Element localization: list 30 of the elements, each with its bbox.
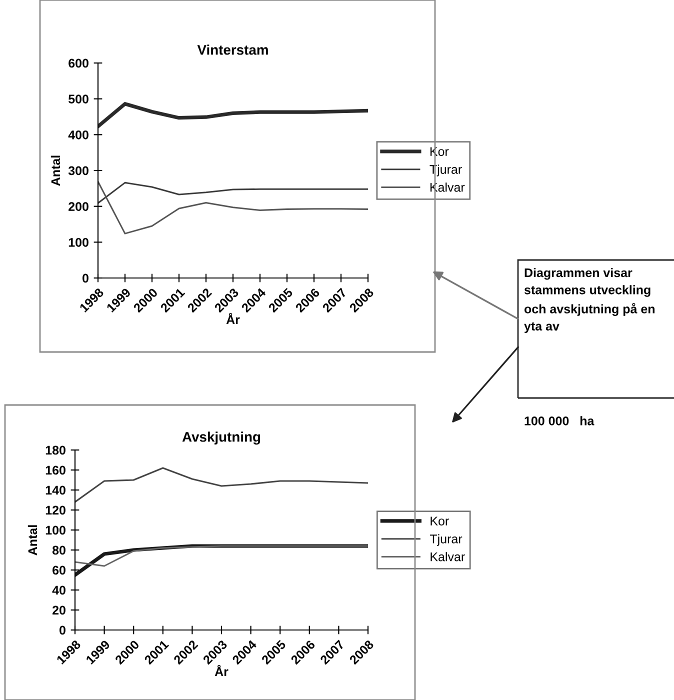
x-axis-title: År	[226, 312, 240, 324]
y-tick-label: 60	[52, 566, 66, 575]
y-tick-label: 600	[68, 58, 88, 68]
y-tick-label: 100	[46, 526, 66, 535]
chart-title: Avskjutning	[182, 432, 260, 445]
y-tick-label: 0	[60, 626, 66, 635]
legend-label: Kalvar	[430, 552, 465, 562]
y-tick-label: 500	[68, 94, 88, 104]
x-axis-title: År	[214, 664, 228, 676]
y-tick-label: 300	[68, 166, 88, 176]
legend-label: Kalvar	[430, 182, 465, 192]
y-tick-label: 160	[46, 466, 66, 475]
y-tick-label: 140	[46, 486, 66, 495]
y-tick-label: 80	[52, 546, 66, 555]
y-tick-label: 180	[46, 446, 66, 455]
y-tick-label: 400	[68, 130, 88, 140]
chart-title: Vinterstam	[197, 44, 268, 55]
y-tick-label: 0	[82, 274, 88, 283]
y-axis-title: Antal	[50, 156, 60, 186]
legend-label: Tjurar	[430, 164, 462, 176]
text: 100 000 ha	[524, 416, 594, 426]
y-axis-title: Antal	[28, 525, 38, 556]
legend-label: Tjurar	[430, 534, 462, 546]
text: Diagrammen visar stammens utveckling och avskjutning på en yta av	[524, 268, 654, 334]
legend-label: Kor	[430, 516, 449, 526]
y-tick-label: 120	[46, 506, 66, 515]
y-tick-label: 200	[68, 202, 88, 211]
y-tick-label: 20	[52, 606, 66, 615]
y-tick-label: 40	[52, 586, 66, 595]
y-tick-label: 100	[68, 238, 88, 247]
